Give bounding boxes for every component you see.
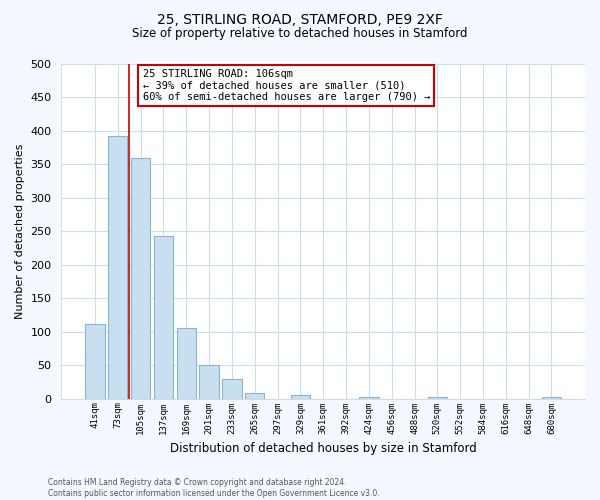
X-axis label: Distribution of detached houses by size in Stamford: Distribution of detached houses by size …	[170, 442, 476, 455]
Bar	[222, 378, 242, 398]
Text: Contains HM Land Registry data © Crown copyright and database right 2024.
Contai: Contains HM Land Registry data © Crown c…	[48, 478, 380, 498]
Bar	[245, 394, 265, 398]
Bar	[108, 136, 127, 398]
Text: 25 STIRLING ROAD: 106sqm
← 39% of detached houses are smaller (510)
60% of semi-: 25 STIRLING ROAD: 106sqm ← 39% of detach…	[143, 69, 430, 102]
Y-axis label: Number of detached properties: Number of detached properties	[15, 144, 25, 319]
Text: Size of property relative to detached houses in Stamford: Size of property relative to detached ho…	[132, 28, 468, 40]
Bar	[85, 324, 104, 398]
Bar	[290, 396, 310, 398]
Bar	[176, 328, 196, 398]
Bar	[199, 365, 219, 398]
Bar	[131, 158, 150, 398]
Bar	[154, 236, 173, 398]
Text: 25, STIRLING ROAD, STAMFORD, PE9 2XF: 25, STIRLING ROAD, STAMFORD, PE9 2XF	[157, 12, 443, 26]
